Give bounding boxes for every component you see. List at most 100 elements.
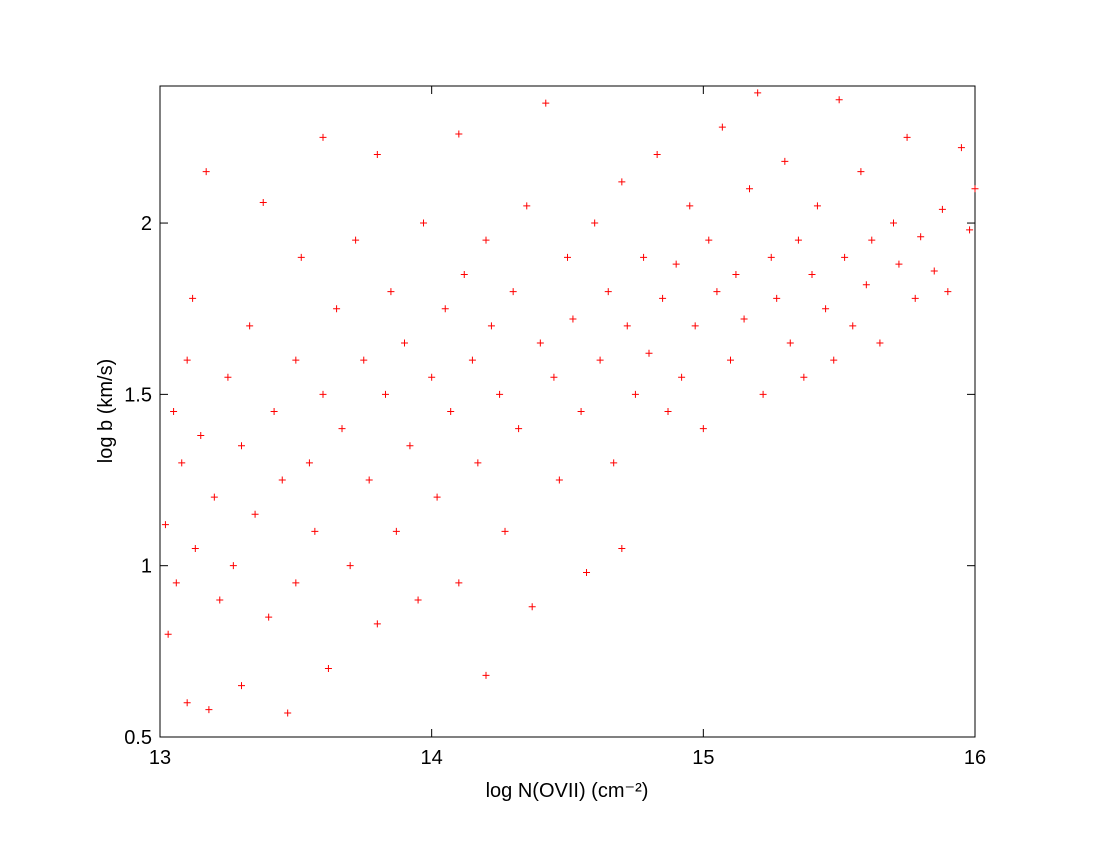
point <box>808 270 816 278</box>
point <box>876 339 884 347</box>
point <box>420 219 428 227</box>
point <box>835 96 843 104</box>
y-tick-label: 2 <box>141 213 152 235</box>
point <box>401 339 408 347</box>
point <box>773 294 781 302</box>
point <box>555 476 563 484</box>
point <box>501 527 509 535</box>
point <box>618 545 626 553</box>
point <box>202 168 210 176</box>
point <box>373 620 381 628</box>
point <box>224 373 232 381</box>
point <box>678 373 686 381</box>
y-tick-label: 1 <box>141 556 152 578</box>
point <box>210 493 218 501</box>
point <box>653 151 661 159</box>
point <box>691 322 699 330</box>
point <box>800 373 808 381</box>
point <box>246 322 254 330</box>
point <box>284 709 292 717</box>
point <box>786 339 794 347</box>
point <box>623 322 631 330</box>
point <box>564 253 571 261</box>
point <box>659 294 667 302</box>
point <box>319 133 327 141</box>
point <box>596 356 604 364</box>
point <box>631 390 639 398</box>
point <box>718 123 726 131</box>
point <box>297 253 305 261</box>
point <box>197 431 205 439</box>
point <box>917 233 925 241</box>
point <box>966 226 974 234</box>
point <box>890 219 897 227</box>
point <box>164 630 172 638</box>
point <box>487 322 495 330</box>
point <box>732 270 740 278</box>
point <box>591 219 599 227</box>
point <box>781 157 789 165</box>
x-tick-label: 16 <box>964 747 986 769</box>
point <box>474 459 482 467</box>
point <box>903 133 911 141</box>
point <box>278 476 286 484</box>
point <box>569 315 577 323</box>
point <box>311 527 319 535</box>
point <box>352 236 360 244</box>
x-axis-label: log N(OVII) (cm⁻²) <box>486 780 649 802</box>
point <box>813 202 821 210</box>
point <box>686 202 694 210</box>
point <box>189 294 197 302</box>
point <box>515 425 523 433</box>
point <box>746 185 754 193</box>
point <box>346 562 354 570</box>
point <box>794 236 802 244</box>
point <box>604 288 612 296</box>
point <box>862 281 870 289</box>
point <box>713 288 721 296</box>
point <box>238 442 245 450</box>
point <box>229 562 237 570</box>
point <box>740 315 748 323</box>
point <box>338 425 346 433</box>
x-tick-label: 13 <box>149 747 171 769</box>
point <box>868 236 876 244</box>
point <box>414 596 422 604</box>
point <box>536 339 544 347</box>
point <box>447 408 455 415</box>
point <box>333 305 341 313</box>
point <box>672 260 680 268</box>
point <box>238 682 245 690</box>
point <box>550 373 558 381</box>
point <box>365 476 373 484</box>
point <box>610 459 618 467</box>
point <box>381 390 389 398</box>
point <box>455 579 463 587</box>
point <box>640 253 648 261</box>
point <box>319 390 327 398</box>
point <box>944 288 952 296</box>
point <box>360 356 368 364</box>
point <box>387 288 395 296</box>
point <box>857 168 865 176</box>
point <box>727 356 734 364</box>
point <box>183 356 191 364</box>
point <box>822 305 830 313</box>
x-tick-label: 14 <box>421 747 443 769</box>
point <box>428 373 436 381</box>
point <box>849 322 857 330</box>
point <box>324 664 332 672</box>
point <box>468 356 476 364</box>
point <box>754 89 762 97</box>
point <box>583 569 591 577</box>
x-tick-label: 15 <box>692 747 714 769</box>
point <box>292 579 300 587</box>
point <box>170 408 178 415</box>
point <box>523 202 531 210</box>
point <box>930 267 938 275</box>
point <box>542 99 550 107</box>
point <box>305 459 313 467</box>
point <box>178 459 186 467</box>
point <box>618 178 626 186</box>
